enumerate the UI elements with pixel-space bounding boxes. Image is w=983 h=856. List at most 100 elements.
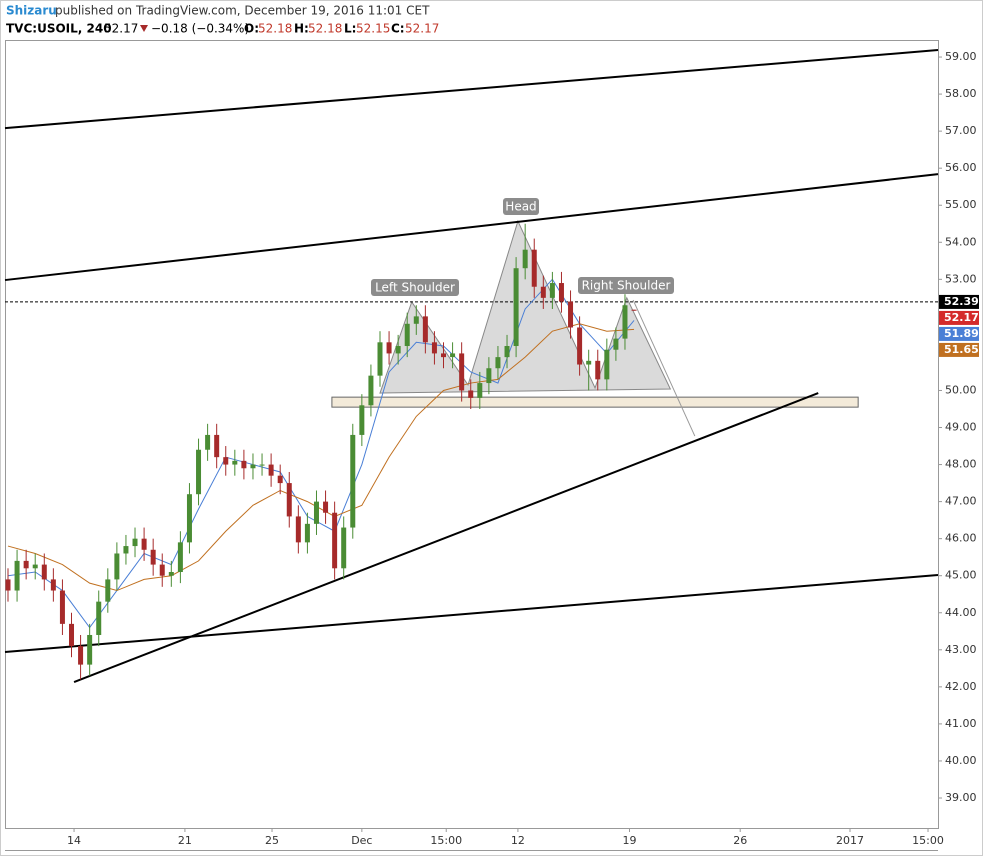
candle-body [422, 316, 428, 343]
trendline [4, 573, 939, 654]
annotation: Head [505, 200, 536, 214]
candle-body [431, 342, 437, 354]
y-tick-label: 46.00 [945, 532, 977, 545]
y-tick-label: 50.00 [945, 383, 977, 396]
candle-body [341, 527, 347, 569]
candle-body [78, 646, 84, 665]
price-label-bg [939, 310, 979, 325]
y-tick-label: 42.00 [945, 680, 977, 693]
moving-average [7, 278, 635, 629]
candle-body [50, 579, 56, 591]
y-tick-label: 53.00 [945, 272, 977, 285]
candle-body [558, 283, 564, 302]
candle-body [441, 353, 447, 358]
trendline [4, 173, 939, 282]
x-tick-label: Dec [351, 834, 372, 847]
candle-body [159, 564, 165, 576]
candle-body [214, 434, 220, 458]
candle-body [477, 383, 483, 398]
candle-body [549, 283, 555, 298]
candle-body [295, 516, 301, 543]
trendline [632, 299, 696, 437]
candle-body [586, 360, 592, 365]
candle-body [223, 457, 229, 465]
candle-body [359, 405, 365, 435]
candle-body [568, 301, 574, 328]
y-tick-label: 40.00 [945, 754, 977, 767]
candle-body [32, 564, 38, 569]
price-label-bg [939, 342, 979, 357]
x-tick-label: 19 [623, 834, 637, 847]
candle-body [186, 494, 192, 543]
last-price: 52.17 [104, 22, 138, 36]
author[interactable]: Shizaru [6, 4, 57, 18]
candle-body [513, 268, 519, 347]
candle-body [41, 564, 47, 580]
ohlc-value: 52.17 [405, 22, 439, 36]
x-tick-label: 15:00 [912, 834, 944, 847]
y-tick-label: 48.00 [945, 458, 977, 471]
x-tick-label: 14 [67, 834, 81, 847]
candle-body [168, 572, 174, 576]
published: published on TradingView.com, December 1… [55, 4, 430, 18]
x-tick-label: 21 [178, 834, 192, 847]
y-tick-label: 59.00 [945, 50, 977, 63]
price-label: 52.17 [944, 311, 979, 324]
price-label: 52.39 [944, 295, 979, 308]
price-label: 51.65 [944, 343, 979, 356]
candle-body [232, 460, 238, 465]
candle-body [323, 501, 329, 513]
price-label: 51.89 [944, 327, 979, 340]
trendline [4, 49, 939, 130]
candle-body [123, 546, 129, 554]
y-tick-label: 56.00 [945, 161, 977, 174]
candle-body [141, 538, 147, 550]
candle-body [486, 368, 492, 384]
y-tick-label: 39.00 [945, 791, 977, 804]
candle-body [504, 346, 510, 358]
y-tick-label: 54.00 [945, 235, 977, 248]
annotation: Left Shoulder [375, 281, 455, 295]
candle-body [631, 309, 637, 311]
x-tick-label: 2017 [836, 834, 864, 847]
candle-body [5, 579, 11, 591]
candle-body [395, 346, 401, 354]
ohlc-label: O: [244, 22, 259, 36]
candle-body [87, 634, 93, 665]
candle-body [69, 623, 75, 647]
candle-body [96, 601, 102, 635]
candle-body [205, 434, 211, 450]
ohlc-label: H: [294, 22, 309, 36]
candle-body [577, 327, 583, 365]
price-label-bg [939, 326, 979, 341]
candle-body [450, 353, 456, 358]
candle-body [286, 483, 292, 517]
candle-body [304, 523, 310, 543]
y-tick-label: 57.00 [945, 124, 977, 137]
candle-body [132, 538, 138, 547]
y-tick-label: 44.00 [945, 606, 977, 619]
symbol: TVC:USOIL, 240 [6, 22, 112, 36]
annotation-bg [578, 277, 674, 294]
candle-body [595, 360, 601, 380]
y-tick-label: 49.00 [945, 421, 977, 434]
y-tick-label: 41.00 [945, 717, 977, 730]
candle-body [368, 375, 374, 406]
candle-body [413, 316, 419, 324]
support-zone [331, 396, 859, 408]
candle-body [332, 512, 338, 569]
head-shoulders-pattern [379, 219, 672, 394]
candle-body [196, 449, 202, 495]
y-tick-label: 58.00 [945, 87, 977, 100]
moving-average [7, 323, 635, 592]
candle-body [604, 349, 610, 380]
candle-body [177, 542, 183, 573]
candle-body [350, 434, 356, 528]
candle-body [277, 475, 283, 484]
candle-body [259, 464, 265, 466]
candle-body [522, 249, 528, 269]
candle-body [377, 342, 383, 376]
x-tick-label: 26 [733, 834, 747, 847]
candle-body [613, 338, 619, 350]
